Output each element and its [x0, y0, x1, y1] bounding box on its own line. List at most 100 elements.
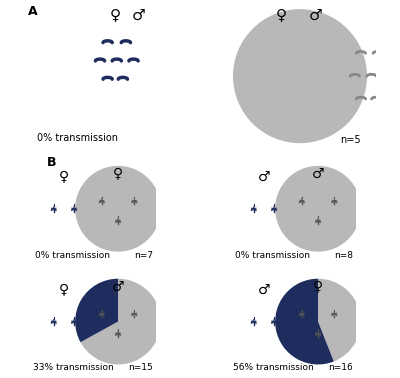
Ellipse shape [118, 332, 119, 335]
Circle shape [74, 206, 75, 208]
Text: ♀: ♀ [110, 8, 121, 23]
Wedge shape [80, 279, 161, 364]
Polygon shape [332, 200, 334, 201]
Ellipse shape [274, 320, 275, 323]
Polygon shape [132, 200, 134, 201]
Ellipse shape [101, 199, 102, 203]
Circle shape [118, 331, 119, 332]
Ellipse shape [253, 320, 254, 323]
Ellipse shape [134, 199, 135, 203]
Polygon shape [315, 219, 318, 221]
Circle shape [275, 166, 361, 252]
Circle shape [301, 311, 302, 313]
Ellipse shape [74, 207, 75, 211]
Ellipse shape [101, 312, 102, 316]
Text: ♂: ♂ [112, 279, 124, 293]
Circle shape [53, 206, 54, 208]
Polygon shape [318, 219, 321, 221]
Ellipse shape [301, 312, 302, 316]
Ellipse shape [334, 199, 335, 203]
Text: ♀: ♀ [113, 167, 123, 181]
Circle shape [318, 218, 319, 219]
Circle shape [334, 198, 335, 200]
Circle shape [301, 198, 302, 200]
Text: 0% transmission: 0% transmission [37, 133, 118, 143]
Polygon shape [51, 207, 54, 209]
Ellipse shape [53, 207, 54, 211]
Polygon shape [274, 320, 277, 322]
Text: B: B [47, 156, 56, 169]
Text: n=16: n=16 [328, 363, 353, 372]
Text: n=8: n=8 [334, 251, 353, 260]
Text: 33% transmission: 33% transmission [32, 363, 113, 372]
Circle shape [274, 206, 275, 208]
Polygon shape [54, 320, 56, 322]
Polygon shape [299, 312, 302, 314]
Polygon shape [99, 200, 102, 201]
Circle shape [253, 206, 254, 208]
Text: ♀: ♀ [276, 8, 287, 23]
Polygon shape [118, 219, 121, 221]
Text: n=7: n=7 [134, 251, 153, 260]
Polygon shape [115, 332, 118, 334]
Circle shape [134, 311, 135, 313]
Polygon shape [302, 200, 304, 201]
Polygon shape [74, 207, 77, 209]
Polygon shape [132, 312, 134, 314]
Polygon shape [334, 312, 337, 314]
Ellipse shape [318, 332, 319, 335]
Circle shape [118, 218, 119, 219]
Polygon shape [274, 207, 277, 209]
Polygon shape [71, 320, 74, 322]
Polygon shape [332, 312, 334, 314]
Polygon shape [251, 320, 254, 322]
Polygon shape [99, 312, 102, 314]
Text: ♂: ♂ [131, 8, 145, 23]
Polygon shape [134, 312, 137, 314]
Text: ♀: ♀ [59, 170, 69, 184]
Polygon shape [299, 200, 302, 201]
Polygon shape [54, 207, 56, 209]
Polygon shape [115, 219, 118, 221]
Polygon shape [251, 207, 254, 209]
Text: ♀: ♀ [313, 279, 323, 293]
Polygon shape [102, 200, 104, 201]
Wedge shape [318, 279, 361, 361]
Text: 0% transmission: 0% transmission [36, 251, 110, 260]
Polygon shape [315, 332, 318, 334]
Ellipse shape [301, 199, 302, 203]
Text: n=5: n=5 [340, 135, 361, 145]
Wedge shape [275, 279, 334, 364]
Wedge shape [75, 279, 118, 342]
Polygon shape [334, 200, 337, 201]
Circle shape [253, 319, 254, 320]
Text: 56% transmission: 56% transmission [232, 363, 313, 372]
Polygon shape [134, 200, 137, 201]
Circle shape [75, 166, 161, 252]
Ellipse shape [274, 207, 275, 211]
Ellipse shape [134, 312, 135, 316]
Polygon shape [254, 320, 256, 322]
Circle shape [134, 198, 135, 200]
Text: 0% transmission: 0% transmission [236, 251, 310, 260]
Ellipse shape [253, 207, 254, 211]
Circle shape [74, 319, 75, 320]
Polygon shape [51, 320, 54, 322]
Text: ♂: ♂ [258, 282, 270, 296]
Circle shape [274, 319, 275, 320]
Circle shape [101, 311, 102, 313]
Text: A: A [28, 5, 38, 17]
Polygon shape [254, 207, 256, 209]
Text: ♀: ♀ [59, 282, 69, 296]
Ellipse shape [334, 312, 335, 316]
Text: ♂: ♂ [312, 167, 324, 181]
Polygon shape [302, 312, 304, 314]
Ellipse shape [74, 320, 75, 323]
Polygon shape [118, 332, 121, 334]
Text: ♂: ♂ [308, 8, 322, 23]
Polygon shape [74, 320, 77, 322]
Polygon shape [102, 312, 104, 314]
Polygon shape [318, 332, 321, 334]
Ellipse shape [318, 219, 319, 223]
Ellipse shape [53, 320, 54, 323]
